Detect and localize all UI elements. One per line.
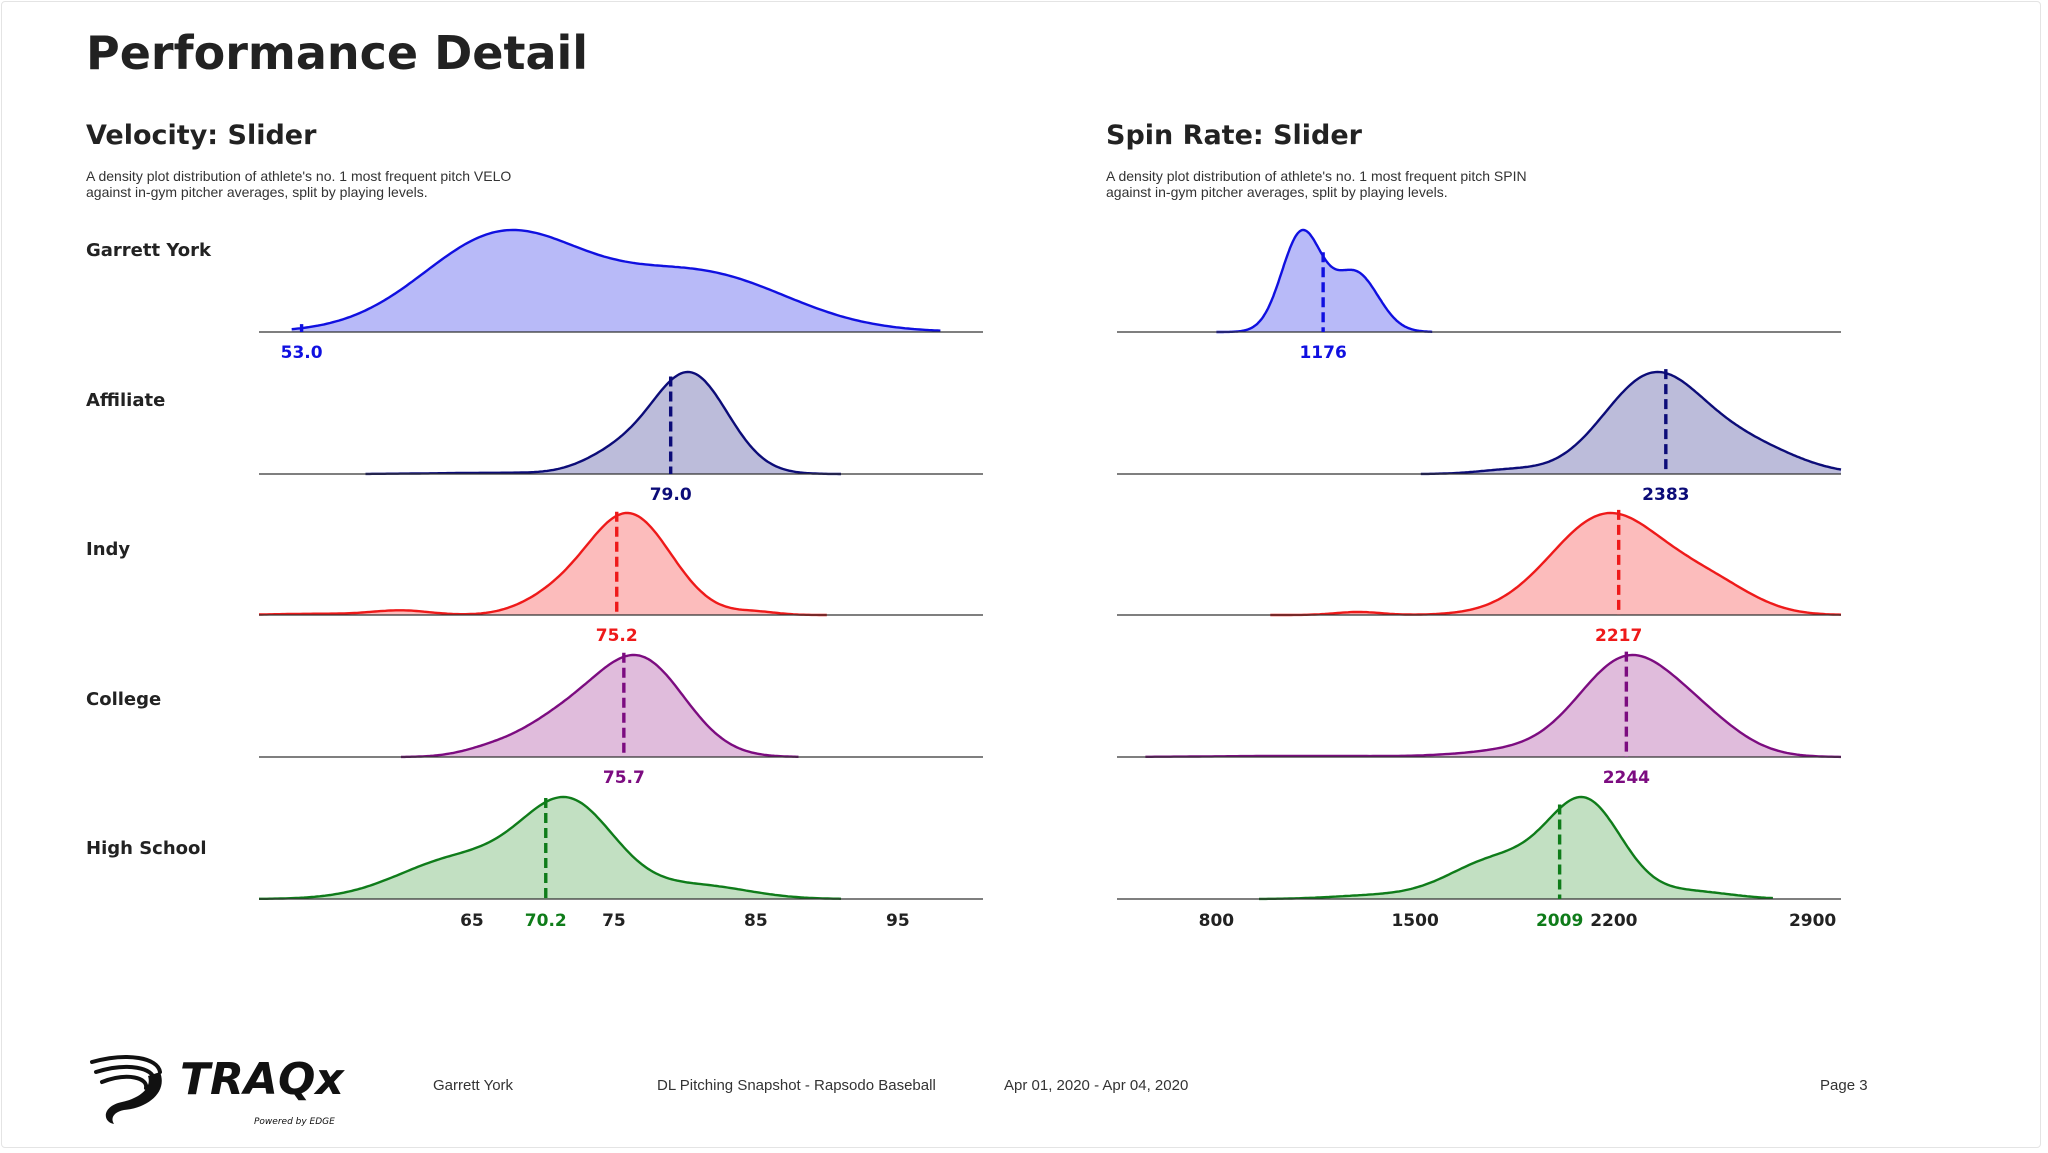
velocity-tick-label-85: 85 xyxy=(744,911,768,931)
velocity-panel-title: Velocity: Slider xyxy=(86,120,317,151)
spin-mean-label-garrett-york: 1176 xyxy=(1299,343,1346,363)
velocity-density-line-affiliate xyxy=(365,370,841,476)
traqx-swoosh-icon: TRAQx Powered by EDGE xyxy=(90,1054,345,1127)
velocity-panel-description: A density plot distribution of athlete's… xyxy=(86,168,646,200)
row-label-affiliate: Affiliate xyxy=(86,390,166,411)
row-label-garrett-york: Garrett York xyxy=(86,240,211,261)
spin-description-line-2: against in-gym pitcher averages, split b… xyxy=(1106,184,1448,200)
spin-density-line-college xyxy=(1145,653,1842,759)
velocity-tick-label-75: 75 xyxy=(602,911,626,931)
spin-tick-label-1500: 1500 xyxy=(1391,911,1438,931)
spin-tick-label-2900: 2900 xyxy=(1789,911,1836,931)
row-label-indy: Indy xyxy=(86,539,131,560)
page-title: Performance Detail xyxy=(86,26,589,80)
velocity-mean-label-indy: 75.2 xyxy=(596,626,638,646)
velocity-description-line-1: A density plot distribution of athlete's… xyxy=(86,168,512,184)
spin-density-area-affiliate xyxy=(1420,372,1841,474)
velocity-density-area-high-school xyxy=(259,797,841,899)
spin-panel-title: Spin Rate: Slider xyxy=(1106,120,1362,151)
spin-density-line-high-school xyxy=(1259,795,1773,901)
velocity-density-line-college xyxy=(401,653,799,759)
logo-tagline: Powered by EDGE xyxy=(254,1117,335,1127)
velocity-density-line-high-school xyxy=(259,795,842,900)
velocity-density-area-indy xyxy=(259,513,827,615)
spin-mean-label-affiliate: 2383 xyxy=(1642,485,1689,505)
velocity-density-area-affiliate xyxy=(365,372,841,474)
row-label-college: College xyxy=(86,689,162,710)
spin-mean-label-indy: 2217 xyxy=(1595,626,1642,646)
footer-page-number: Page 3 xyxy=(1820,1077,1868,1094)
spin-tick-label-2200: 2200 xyxy=(1590,911,1637,931)
velocity-density-line-indy xyxy=(259,511,827,617)
velocity-description-line-2: against in-gym pitcher averages, split b… xyxy=(86,184,428,200)
footer-athlete: Garrett York xyxy=(433,1077,514,1094)
row-label-high-school: High School xyxy=(86,838,207,859)
velocity-tick-label-95: 95 xyxy=(886,911,910,931)
spin-density-line-indy xyxy=(1270,511,1842,617)
velocity-mean-label-affiliate: 79.0 xyxy=(650,485,692,505)
velocity-mean-label-garrett-york: 53.0 xyxy=(281,343,323,363)
footer-report-name: DL Pitching Snapshot - Rapsodo Baseball xyxy=(657,1077,936,1094)
spin-density-area-garrett-york xyxy=(1216,230,1433,332)
velocity-tick-label-65: 65 xyxy=(460,911,484,931)
velocity-density-area-college xyxy=(401,655,799,757)
spin-density-line-affiliate xyxy=(1420,370,1842,476)
velocity-density-line-garrett-york xyxy=(291,228,941,332)
spin-density-area-high-school xyxy=(1259,797,1773,899)
spin-density-area-college xyxy=(1145,655,1841,757)
footer-date-range: Apr 01, 2020 - Apr 04, 2020 xyxy=(1004,1077,1189,1094)
spin-panel-description: A density plot distribution of athlete's… xyxy=(1106,168,1666,200)
spin-tick-label-800: 800 xyxy=(1199,911,1235,931)
spin-mean-label-college: 2244 xyxy=(1603,768,1650,788)
spin-density-area-indy xyxy=(1270,513,1841,615)
logo-text: TRAQx xyxy=(180,1054,345,1105)
spin-description-line-1: A density plot distribution of athlete's… xyxy=(1106,168,1527,184)
spin-mean-label-high-school: 2009 xyxy=(1536,911,1583,931)
velocity-mean-label-high-school: 70.2 xyxy=(525,911,567,931)
velocity-density-area-garrett-york xyxy=(291,230,941,332)
velocity-mean-label-college: 75.7 xyxy=(603,768,645,788)
